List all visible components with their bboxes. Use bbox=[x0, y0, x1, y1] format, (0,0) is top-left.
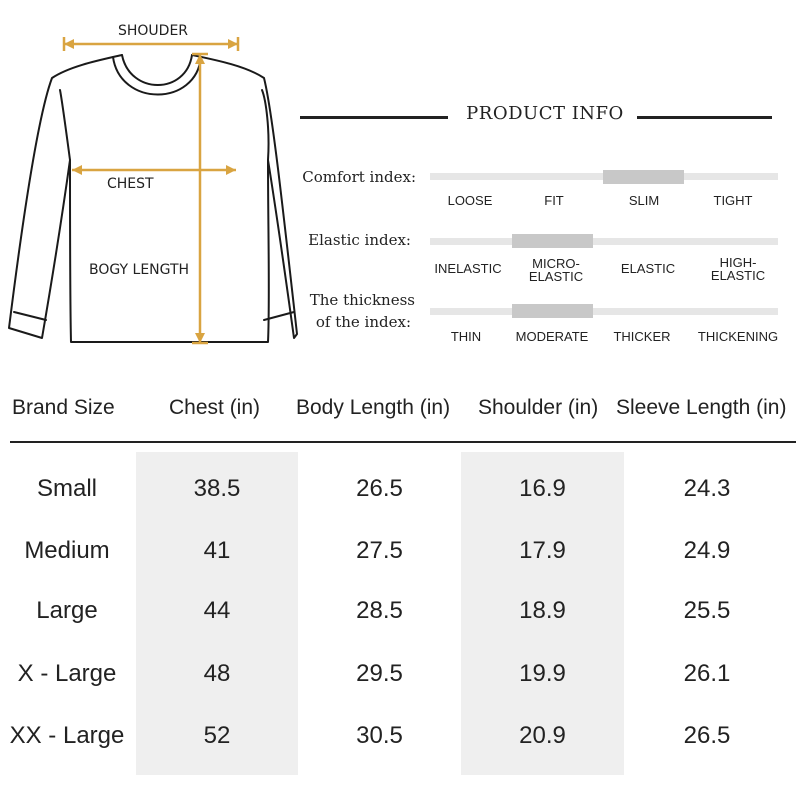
body-length-cell: 30.5 bbox=[356, 722, 403, 749]
elastic-option: MICRO- ELASTIC bbox=[528, 256, 584, 284]
sleeve-length-cell: 24.9 bbox=[683, 537, 731, 564]
shoulder-cell: 17.9 bbox=[519, 537, 566, 564]
chest-cell: 48 bbox=[203, 660, 231, 687]
comfort-option: FIT bbox=[544, 193, 564, 208]
header-shoulder: Shoulder (in) bbox=[478, 396, 599, 419]
shirt-collar bbox=[121, 54, 193, 86]
elastic-index-label: Elastic index: bbox=[308, 231, 411, 249]
sleeve-length-cell: 26.1 bbox=[683, 660, 731, 687]
shoulder-cell: 20.9 bbox=[519, 722, 566, 749]
sleeve-length-cell: 25.5 bbox=[683, 597, 731, 624]
measure-lines bbox=[62, 37, 240, 345]
title-rule-right bbox=[637, 116, 772, 119]
elastic-index-track bbox=[430, 238, 778, 245]
comfort-option: LOOSE bbox=[447, 193, 493, 208]
thickness-index-selected bbox=[512, 304, 593, 318]
elastic-option: INELASTIC bbox=[434, 261, 502, 276]
product-info-title: PRODUCT INFO bbox=[466, 103, 624, 124]
shoulder-label: SHOUDER bbox=[118, 23, 189, 39]
comfort-option: SLIM bbox=[628, 193, 660, 208]
size-cell: Medium bbox=[24, 537, 110, 564]
shirt-outline bbox=[8, 54, 298, 343]
comfort-option: TIGHT bbox=[713, 193, 753, 208]
thickness-index-label-line2: of the index: bbox=[315, 313, 411, 331]
elastic-option: ELASTIC bbox=[620, 261, 676, 276]
header-sleeve-length: Sleeve Length (in) bbox=[616, 396, 787, 419]
thickness-option: THICKENING bbox=[697, 329, 779, 344]
title-rule-left bbox=[300, 116, 448, 119]
size-cell: X - Large bbox=[17, 660, 117, 687]
header-brand-size: Brand Size bbox=[12, 396, 115, 419]
sleeve-length-cell: 24.3 bbox=[683, 475, 731, 502]
shirt-diagram bbox=[8, 37, 298, 345]
header-chest: Chest (in) bbox=[169, 396, 261, 419]
elastic-index-selected bbox=[512, 234, 593, 248]
header-body-length: Body Length (in) bbox=[296, 396, 451, 419]
shoulder-cell: 16.9 bbox=[519, 475, 566, 502]
comfort-index-selected bbox=[603, 170, 684, 184]
size-cell: XX - Large bbox=[9, 722, 125, 749]
chest-cell: 41 bbox=[203, 537, 231, 564]
chest-cell: 44 bbox=[203, 597, 231, 624]
thickness-index-label-line1: The thickness bbox=[309, 291, 415, 309]
body-length-label: BOGY LENGTH bbox=[89, 262, 190, 278]
body-length-cell: 27.5 bbox=[356, 537, 403, 564]
shoulder-cell: 19.9 bbox=[519, 660, 566, 687]
size-cell: Small bbox=[36, 475, 97, 502]
chest-cell: 52 bbox=[203, 722, 231, 749]
shoulder-cell: 18.9 bbox=[519, 597, 566, 624]
body-length-cell: 28.5 bbox=[356, 597, 403, 624]
thickness-option: THIN bbox=[450, 329, 482, 344]
thickness-option: MODERATE bbox=[515, 329, 589, 344]
chest-column-shade bbox=[136, 452, 298, 775]
shoulder-column-shade bbox=[461, 452, 624, 775]
body-length-cell: 29.5 bbox=[356, 660, 403, 687]
chest-label: CHEST bbox=[107, 176, 154, 192]
thickness-option: THICKER bbox=[613, 329, 671, 344]
body-length-cell: 26.5 bbox=[356, 475, 403, 502]
thickness-index-track bbox=[430, 308, 778, 315]
size-cell: Large bbox=[36, 597, 98, 624]
header-divider bbox=[10, 441, 796, 443]
comfort-index-label: Comfort index: bbox=[302, 168, 416, 186]
sleeve-length-cell: 26.5 bbox=[683, 722, 731, 749]
elastic-option: HIGH- ELASTIC bbox=[710, 255, 766, 283]
chest-cell: 38.5 bbox=[193, 475, 241, 502]
